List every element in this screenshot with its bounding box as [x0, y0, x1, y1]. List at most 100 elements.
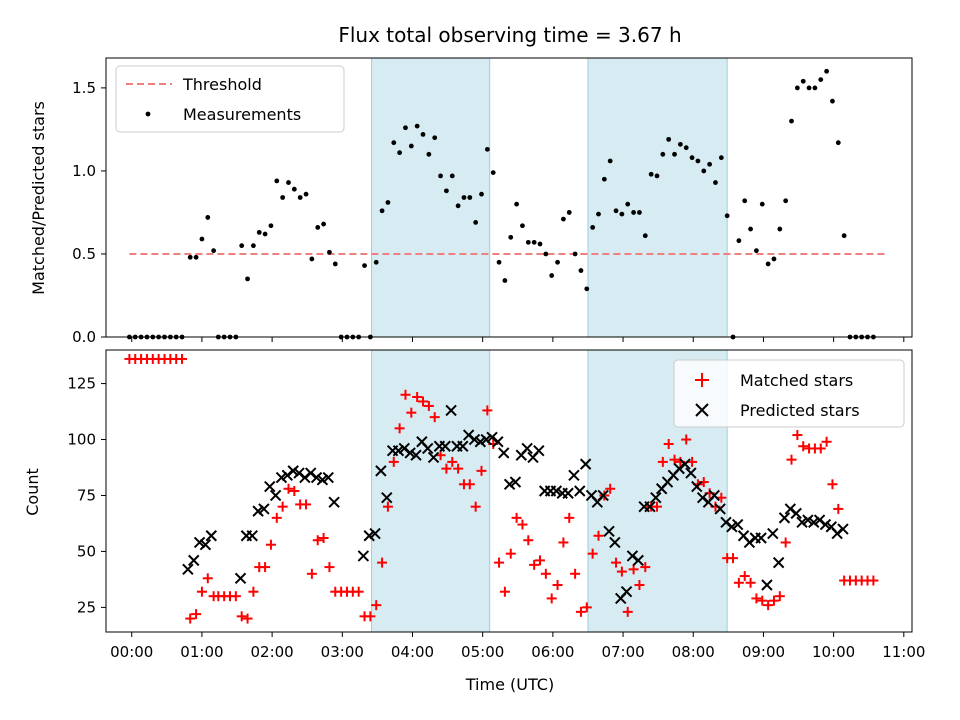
- predicted-star-point: [287, 465, 299, 477]
- matched-star-point: [575, 606, 586, 617]
- measurement-point: [654, 173, 660, 179]
- predicted-star-point: [679, 458, 691, 470]
- matched-star-point: [868, 575, 879, 586]
- measurement-point: [677, 141, 683, 147]
- measurement-point: [239, 243, 245, 249]
- matched-star-point: [616, 566, 627, 577]
- measurement-point: [280, 195, 286, 200]
- measurement-point: [642, 233, 648, 239]
- legend-measurements-swatch: [145, 111, 151, 117]
- matched-star-point: [780, 537, 791, 548]
- x-tick-label: 08:00: [672, 643, 715, 661]
- matched-star-point: [792, 430, 803, 441]
- predicted-star-point: [579, 458, 592, 470]
- measurement-point: [321, 221, 326, 227]
- matched-star-point: [517, 519, 528, 530]
- measurement-point: [379, 208, 385, 214]
- measurement-point: [648, 171, 654, 177]
- measurement-point: [701, 168, 707, 174]
- x-tick-label: 09:00: [742, 643, 785, 661]
- matched-star-point: [529, 559, 540, 570]
- measurement-point: [531, 239, 537, 245]
- predicted-star-point: [392, 445, 405, 457]
- matched-star-point: [774, 591, 785, 602]
- matched-star-point: [570, 568, 581, 579]
- matched-star-point: [499, 586, 510, 597]
- predicted-star-point: [404, 447, 416, 459]
- predicted-star-point: [328, 496, 340, 508]
- y-tick-label: 75: [77, 486, 96, 504]
- matched-star-point: [581, 602, 592, 613]
- measurement-point: [695, 158, 701, 164]
- measurement-point: [783, 198, 789, 204]
- matched-star-point: [523, 535, 534, 546]
- measurement-point: [508, 234, 514, 240]
- matched-star-point: [593, 530, 604, 541]
- measurement-point: [520, 223, 525, 229]
- predicted-star-point: [480, 433, 492, 446]
- matched-star-point: [441, 463, 452, 474]
- measurement-point: [818, 77, 824, 82]
- measurement-point: [490, 170, 496, 175]
- matched-stars-points: [124, 353, 879, 624]
- measurement-point: [754, 248, 759, 254]
- measurement-point: [315, 224, 321, 230]
- bottom-legend-box: [673, 359, 905, 428]
- measurement-point: [590, 224, 596, 230]
- measurement-point: [718, 155, 724, 161]
- predicted-star-point: [310, 471, 323, 484]
- matched-star-point: [435, 450, 446, 461]
- measurement-point: [800, 78, 806, 84]
- matched-star-point: [476, 465, 487, 476]
- predicted-star-point: [199, 539, 212, 551]
- measurement-point: [637, 210, 642, 215]
- matched-star-point: [552, 580, 563, 590]
- measurement-point: [408, 143, 414, 149]
- matched-star-point: [242, 613, 253, 624]
- measurement-point: [771, 256, 777, 262]
- predicted-star-point: [708, 489, 721, 502]
- matched-star-point: [546, 593, 557, 604]
- chart-title: Flux total observing time = 3.67 h: [338, 23, 681, 47]
- predicted-star-point: [503, 478, 516, 490]
- matched-star-point: [177, 353, 188, 364]
- measurement-point: [713, 180, 718, 185]
- x-tick-label: 07:00: [601, 643, 644, 661]
- predicted-star-point: [731, 518, 744, 531]
- matched-star-point: [236, 611, 247, 622]
- predicted-star-point: [498, 447, 510, 459]
- predicted-star-point: [234, 572, 247, 584]
- matched-star-point: [763, 600, 774, 611]
- legend-threshold-label: Threshold: [182, 75, 262, 94]
- measurement-point: [724, 213, 730, 219]
- measurement-point: [584, 286, 590, 292]
- predicted-star-point: [468, 433, 481, 446]
- measurement-point: [432, 135, 438, 141]
- matched-star-point: [301, 499, 312, 510]
- predicted-star-point: [246, 530, 258, 542]
- measurement-point: [250, 243, 256, 249]
- matched-star-point: [815, 443, 826, 454]
- matched-star-point: [447, 456, 458, 467]
- matched-star-point: [681, 434, 692, 445]
- predicted-star-point: [410, 449, 422, 461]
- matched-star-point: [394, 423, 405, 434]
- measurement-point: [841, 233, 847, 239]
- x-tick-label: 10:00: [812, 643, 855, 661]
- matched-star-point: [768, 595, 779, 606]
- top-x-ticks: [131, 337, 905, 342]
- predicted-star-point: [802, 514, 814, 526]
- predicted-star-point: [808, 516, 820, 529]
- x-tick-label: 06:00: [531, 643, 574, 661]
- predicted-star-point: [421, 442, 434, 455]
- measurement-point: [765, 261, 771, 267]
- measurement-point: [555, 259, 560, 265]
- measurement-point: [461, 195, 467, 200]
- matched-star-point: [611, 557, 622, 568]
- x-tick-label: 05:00: [461, 643, 504, 661]
- measurement-point: [613, 208, 619, 214]
- matched-star-point: [265, 539, 276, 550]
- matched-star-point: [464, 479, 475, 490]
- measurement-point: [835, 140, 841, 146]
- measurement-point: [262, 231, 268, 237]
